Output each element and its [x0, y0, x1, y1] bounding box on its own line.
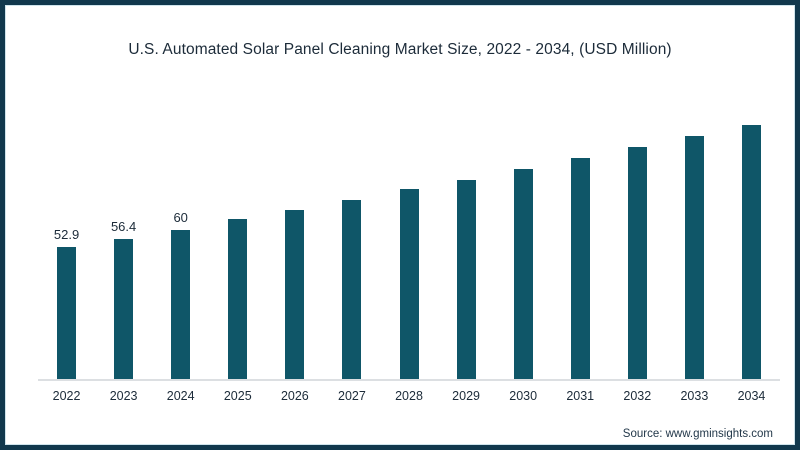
x-axis-label-2028: 2028 [395, 389, 423, 403]
x-axis-label-2031: 2031 [566, 389, 595, 403]
bar-value-label [693, 116, 697, 131]
bar-value-label: 52.9 [53, 227, 80, 243]
bar-value-label [293, 190, 297, 205]
bar-2031 [570, 157, 590, 379]
bar-group-2025 [209, 105, 266, 379]
bar-value-label [578, 138, 582, 153]
bar-value-label: 56.4 [110, 218, 137, 234]
bar-group-2034 [723, 105, 780, 379]
bar-group-2033 [666, 105, 723, 379]
x-axis-label-2026: 2026 [280, 389, 309, 403]
bar-group-2032 [609, 105, 666, 379]
x-axis-label-2027: 2027 [338, 389, 366, 403]
bar-value-label [464, 160, 468, 175]
bar-value-label [750, 105, 754, 120]
bar-group-2029 [438, 105, 495, 379]
x-axis-label-2023: 2023 [109, 389, 138, 403]
x-axis-label-2022: 2022 [52, 389, 81, 403]
source-attribution: Source: www.gminsights.com [622, 428, 773, 440]
bar-2027 [342, 200, 362, 379]
bar-group-2026 [266, 105, 323, 379]
bar-2024 [171, 229, 191, 379]
bar-2030 [513, 168, 533, 379]
bar-2023 [114, 238, 134, 379]
x-axis-label-2034: 2034 [737, 389, 766, 403]
bar-value-label: 60 [173, 209, 188, 225]
x-axis-label-2024: 2024 [166, 389, 195, 403]
bar-2032 [627, 146, 647, 379]
x-axis-label-2025: 2025 [223, 389, 252, 403]
x-axis-label-2030: 2030 [509, 389, 538, 403]
plot-area: 52.9 56.4 60 [38, 105, 780, 381]
chart-title: U.S. Automated Solar Panel Cleaning Mark… [128, 41, 672, 58]
bar-value-label [636, 127, 640, 142]
bar-value-label [236, 199, 240, 214]
bar-2026 [285, 210, 305, 379]
bar-2034 [741, 125, 761, 379]
bar-2028 [399, 189, 419, 379]
bar-2029 [456, 179, 476, 379]
bar-group-2031 [552, 105, 609, 379]
bar-group-2023: 56.4 [95, 105, 152, 379]
bar-value-label [521, 149, 525, 164]
bar-group-2022: 52.9 [38, 105, 95, 379]
bar-group-2027 [323, 105, 380, 379]
bar-group-2024: 60 [152, 105, 209, 379]
bar-2025 [228, 219, 248, 379]
bar-value-label [407, 169, 411, 184]
x-axis-label-2029: 2029 [452, 389, 480, 403]
x-axis-label-2033: 2033 [680, 389, 709, 403]
x-axis-labels: 2022 2023 2024 2025 2026 2027 2028 2029 2030 2031… [38, 389, 780, 403]
bar-2022 [57, 247, 77, 379]
bar-group-2028 [380, 105, 437, 379]
bar-2033 [684, 136, 704, 379]
x-axis-label-2032: 2032 [623, 389, 652, 403]
bar-group-2030 [495, 105, 552, 379]
bars-container: 52.9 56.4 60 [38, 105, 780, 381]
bar-value-label [350, 180, 354, 195]
